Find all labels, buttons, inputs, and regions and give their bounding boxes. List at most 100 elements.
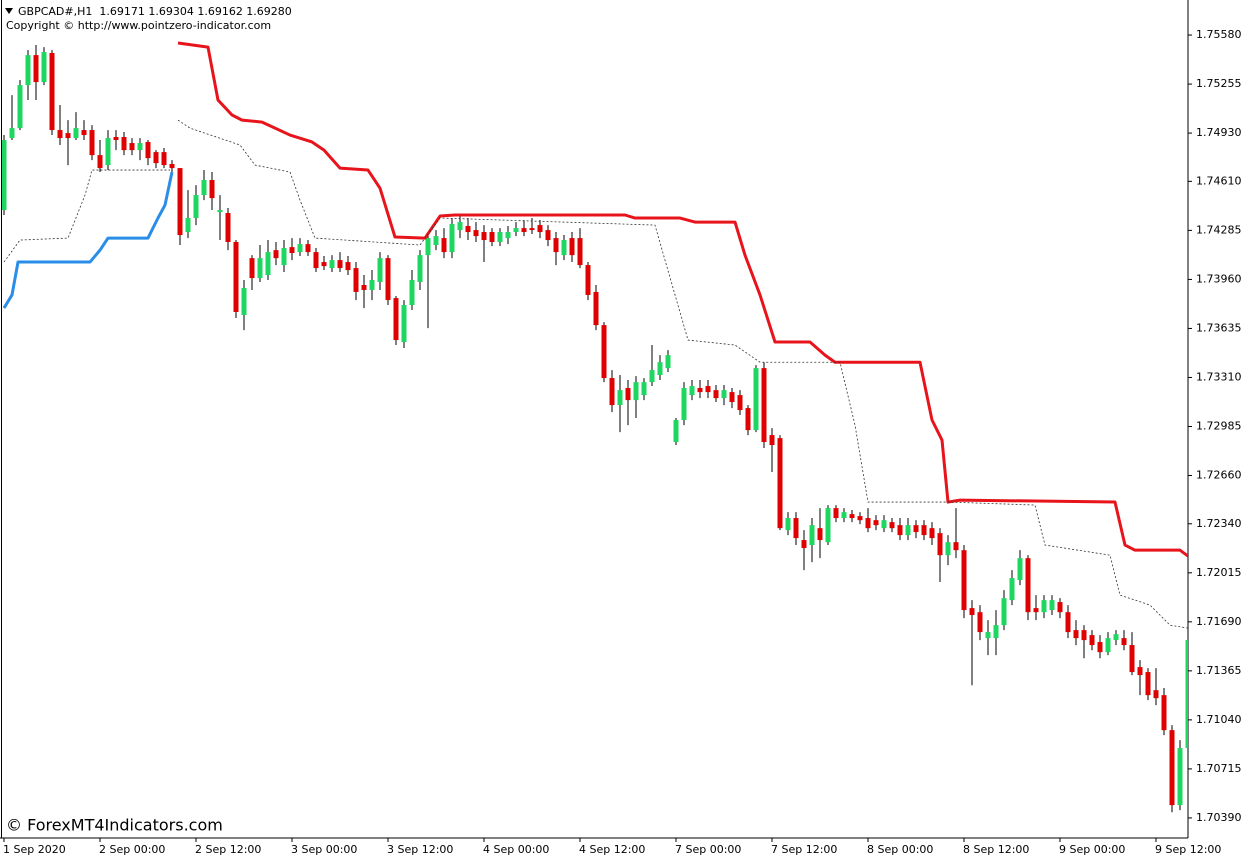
- candle-body: [1177, 748, 1183, 806]
- candle-body: [969, 608, 975, 616]
- candle-body: [305, 244, 311, 253]
- x-tick-label: 8 Sep 00:00: [867, 843, 933, 856]
- candle-body: [881, 520, 887, 529]
- candle-body: [921, 525, 927, 536]
- candle-body: [145, 141, 151, 159]
- x-tick-label: 9 Sep 12:00: [1155, 843, 1221, 856]
- candle-body: [1129, 645, 1135, 673]
- candle-body: [1057, 602, 1063, 613]
- candle-body: [393, 298, 399, 341]
- candle-body: [777, 438, 783, 529]
- candle-body: [449, 224, 455, 253]
- candle-body: [9, 128, 15, 139]
- candle-body: [865, 518, 871, 529]
- plot-area: [2, 41, 1188, 813]
- y-tick-label: 1.71690: [1196, 615, 1242, 628]
- candle-body: [913, 525, 919, 533]
- candle-body: [65, 133, 71, 139]
- candle-body: [153, 152, 159, 164]
- candle-body: [569, 238, 575, 256]
- x-tick-label: 7 Sep 12:00: [771, 843, 837, 856]
- candle-body: [17, 85, 23, 129]
- candle-body: [241, 288, 247, 316]
- candle-body: [745, 408, 751, 431]
- candle-body: [1025, 558, 1031, 613]
- candle-body: [25, 55, 31, 86]
- candle-body: [713, 390, 719, 399]
- candle-body: [97, 155, 103, 169]
- candle-body: [177, 168, 183, 236]
- candle-body: [561, 240, 567, 256]
- candle-body: [1065, 612, 1071, 633]
- candle-body: [1113, 634, 1119, 641]
- candle-body: [753, 368, 759, 431]
- candle-body: [369, 280, 375, 290]
- candle-body: [377, 258, 383, 282]
- candle-body: [401, 305, 407, 343]
- candle-body: [993, 625, 999, 639]
- x-tick-label: 2 Sep 00:00: [99, 843, 165, 856]
- candle-body: [697, 388, 703, 393]
- candle-body: [841, 512, 847, 519]
- chart-subtitle: Copyright © http://www.pointzero-indicat…: [6, 19, 271, 32]
- candle-body: [929, 528, 935, 539]
- candle-body: [809, 525, 815, 546]
- candle-body: [1041, 600, 1047, 613]
- x-tick-label: 9 Sep 00:00: [1059, 843, 1125, 856]
- candle-body: [1185, 640, 1188, 749]
- candle-body: [977, 612, 983, 633]
- candle-body: [833, 508, 839, 519]
- candle-body: [257, 258, 263, 279]
- candle-body: [849, 514, 855, 519]
- candle-body: [505, 232, 511, 239]
- candle-body: [1121, 638, 1127, 646]
- candle-body: [265, 252, 271, 276]
- watermark: © ForexMT4Indicators.com: [6, 816, 223, 835]
- candle-body: [897, 525, 903, 536]
- candle-body: [121, 137, 127, 151]
- candle-body: [441, 238, 447, 253]
- candle-body: [689, 386, 695, 396]
- candle-body: [601, 325, 607, 379]
- candle-body: [409, 280, 415, 306]
- candle-body: [105, 138, 111, 166]
- candle-body: [617, 390, 623, 406]
- candle-body: [537, 225, 543, 233]
- candle-body: [81, 130, 87, 136]
- candle-body: [433, 236, 439, 246]
- candle-body: [57, 130, 63, 139]
- candle-body: [905, 525, 911, 536]
- y-tick-label: 1.74610: [1196, 174, 1242, 187]
- candle-body: [1137, 667, 1143, 676]
- candle-body: [33, 55, 39, 83]
- y-tick-label: 1.75255: [1196, 77, 1242, 90]
- y-tick-label: 1.73635: [1196, 321, 1242, 334]
- x-tick-label: 8 Sep 12:00: [963, 843, 1029, 856]
- candle-body: [1161, 695, 1167, 731]
- candle-body: [545, 230, 551, 241]
- candle-body: [129, 143, 135, 151]
- y-tick-label: 1.75580: [1196, 28, 1242, 41]
- candle-body: [297, 244, 303, 253]
- candle-body: [817, 528, 823, 541]
- candle-body: [1081, 630, 1087, 641]
- candle-body: [737, 395, 743, 411]
- candle-body: [769, 435, 775, 446]
- candle-body: [585, 265, 591, 295]
- candle-body: [233, 241, 239, 312]
- candle-body: [321, 262, 327, 267]
- candle-body: [577, 238, 583, 266]
- candle-body: [161, 152, 167, 166]
- x-tick-label: 3 Sep 00:00: [291, 843, 357, 856]
- candle-body: [313, 252, 319, 269]
- candle-body: [761, 368, 767, 443]
- candle-body: [169, 164, 175, 169]
- candle-body: [89, 130, 95, 156]
- candle-body: [137, 143, 143, 151]
- candle-body: [593, 291, 599, 326]
- candle-body: [641, 382, 647, 396]
- candle-body: [481, 232, 487, 241]
- y-tick-label: 1.72985: [1196, 419, 1242, 432]
- candle-body: [193, 195, 199, 219]
